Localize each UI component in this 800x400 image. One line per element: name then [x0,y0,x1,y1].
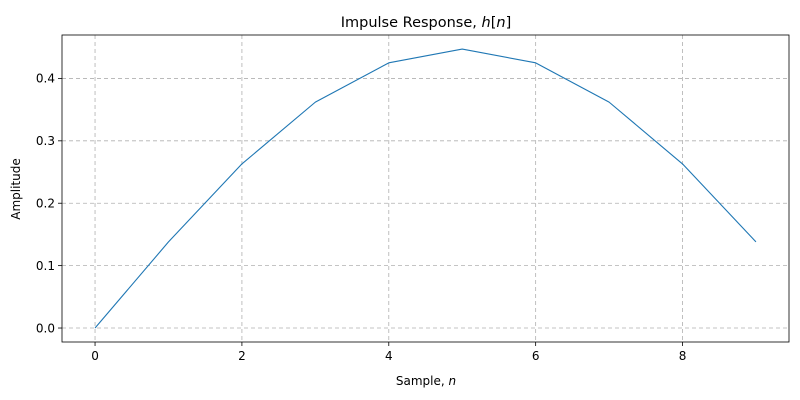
x-tick-label: 0 [91,349,99,363]
y-axis-label: Amplitude [9,158,23,220]
y-tick-label: 0.0 [36,321,55,335]
series-line [94,48,757,329]
y-tick-label: 0.3 [36,134,55,148]
x-axis-label: Sample, n [396,374,456,388]
ticks: 0 2 4 6 8 0.0 0.1 0.2 0.3 0.4 [36,72,686,363]
y-tick-label: 0.4 [36,72,55,86]
data-point [682,163,684,165]
data-point [94,327,96,329]
x-tick-label: 8 [679,349,687,363]
data-point [167,241,169,243]
data-point [314,101,316,103]
x-tick-label: 2 [238,349,246,363]
data-point [241,163,243,165]
plot-frame [61,34,790,343]
data-point [535,62,537,64]
chart-title: Impulse Response, h[n] [341,15,512,31]
data-point [388,62,390,64]
data-point [461,48,463,50]
y-tick-label: 0.1 [36,259,55,273]
y-tick-label: 0.2 [36,197,55,211]
x-tick-label: 6 [532,349,540,363]
series-layer [94,48,757,329]
data-point [608,101,610,103]
x-tick-label: 4 [385,349,393,363]
grid [62,35,789,342]
data-point [755,241,757,243]
